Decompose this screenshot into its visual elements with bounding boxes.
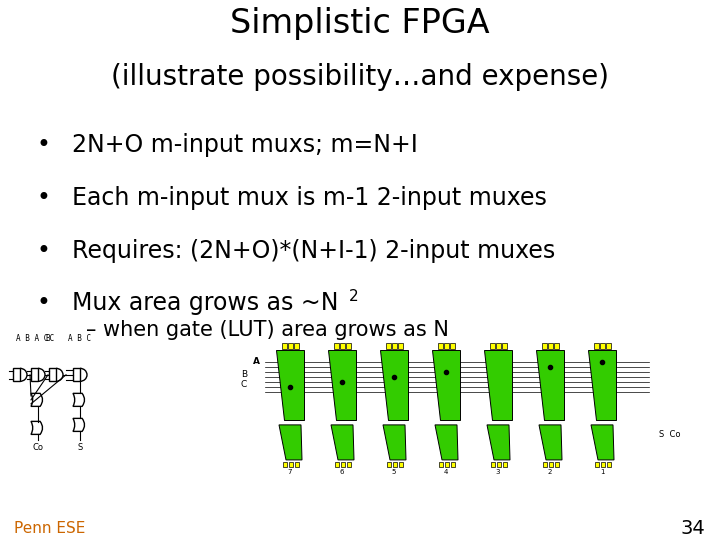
Bar [606, 343, 611, 349]
PathPatch shape [539, 425, 562, 460]
Bar [387, 462, 391, 467]
Bar [601, 462, 605, 467]
Bar [341, 462, 345, 467]
PathPatch shape [31, 421, 42, 434]
Bar [288, 343, 293, 349]
Bar [393, 462, 397, 467]
Text: •: • [36, 186, 50, 210]
Text: Co: Co [32, 443, 43, 452]
Text: 2: 2 [548, 469, 552, 475]
Text: B: B [241, 370, 247, 379]
Bar [334, 343, 339, 349]
Bar [439, 462, 443, 467]
PathPatch shape [487, 425, 510, 460]
Bar [542, 343, 547, 349]
Bar [607, 462, 611, 467]
Bar [289, 462, 293, 467]
Bar [595, 462, 599, 467]
Bar [340, 343, 345, 349]
PathPatch shape [328, 350, 356, 420]
Text: 6: 6 [340, 469, 344, 475]
Bar [490, 343, 495, 349]
Text: (illustrate possibility…and expense): (illustrate possibility…and expense) [111, 63, 609, 91]
Bar [594, 343, 599, 349]
Text: 7: 7 [288, 469, 292, 475]
Bar [491, 462, 495, 467]
Text: Simplistic FPGA: Simplistic FPGA [230, 7, 490, 40]
Text: A: A [253, 357, 260, 366]
PathPatch shape [279, 425, 302, 460]
Bar [548, 343, 553, 349]
Text: S: S [77, 443, 83, 452]
Bar [346, 343, 351, 349]
Bar [283, 462, 287, 467]
Bar [295, 462, 299, 467]
PathPatch shape [331, 425, 354, 460]
Bar [451, 462, 455, 467]
PathPatch shape [536, 350, 564, 420]
Text: 2N+O m-input muxs; m=N+I: 2N+O m-input muxs; m=N+I [72, 133, 418, 157]
Bar [543, 462, 547, 467]
Bar [554, 343, 559, 349]
Text: Requires: (2N+O)*(N+I-1) 2-input muxes: Requires: (2N+O)*(N+I-1) 2-input muxes [72, 239, 555, 262]
PathPatch shape [73, 368, 80, 381]
Bar [497, 462, 501, 467]
Bar [438, 343, 443, 349]
Text: 34: 34 [681, 519, 706, 538]
Text: 2: 2 [349, 289, 359, 304]
PathPatch shape [73, 393, 84, 407]
Bar [398, 343, 403, 349]
PathPatch shape [432, 350, 460, 420]
Text: Penn ESE: Penn ESE [14, 521, 86, 536]
Bar [392, 343, 397, 349]
Bar [445, 462, 449, 467]
Text: 3: 3 [496, 469, 500, 475]
Bar [503, 462, 507, 467]
Bar [294, 343, 299, 349]
Text: 5: 5 [392, 469, 396, 475]
PathPatch shape [435, 425, 458, 460]
Text: Each m-input mux is m-1 2-input muxes: Each m-input mux is m-1 2-input muxes [72, 186, 547, 210]
Bar [600, 343, 605, 349]
Bar [450, 343, 455, 349]
Text: BC: BC [45, 334, 55, 343]
PathPatch shape [13, 368, 20, 381]
Bar [444, 343, 449, 349]
Text: 1: 1 [600, 469, 604, 475]
Text: •: • [36, 239, 50, 262]
Text: A B C: A B C [68, 334, 91, 343]
PathPatch shape [591, 425, 614, 460]
Text: •: • [36, 292, 50, 315]
Bar [502, 343, 507, 349]
Text: Mux area grows as ~N: Mux area grows as ~N [72, 292, 338, 315]
PathPatch shape [276, 350, 304, 420]
Text: •: • [36, 133, 50, 157]
Bar [347, 462, 351, 467]
PathPatch shape [31, 393, 42, 407]
Text: S  Co: S Co [659, 430, 680, 440]
Bar [399, 462, 403, 467]
Bar [496, 343, 501, 349]
Text: – when gate (LUT) area grows as N: – when gate (LUT) area grows as N [86, 320, 449, 341]
PathPatch shape [383, 425, 406, 460]
Text: A B A C: A B A C [16, 334, 48, 343]
Bar [555, 462, 559, 467]
PathPatch shape [31, 368, 38, 381]
PathPatch shape [380, 350, 408, 420]
Bar [335, 462, 339, 467]
Text: 4: 4 [444, 469, 448, 475]
PathPatch shape [588, 350, 616, 420]
Bar [549, 462, 553, 467]
PathPatch shape [49, 368, 56, 381]
Text: C: C [240, 380, 247, 389]
PathPatch shape [484, 350, 512, 420]
Bar [386, 343, 391, 349]
Bar [282, 343, 287, 349]
PathPatch shape [73, 418, 84, 431]
